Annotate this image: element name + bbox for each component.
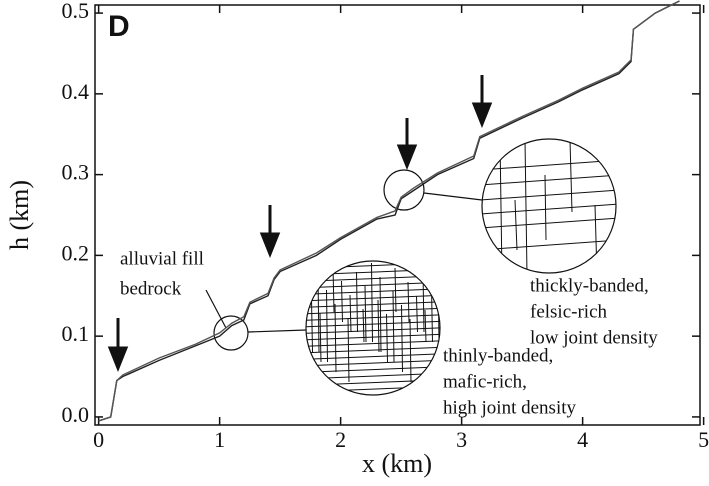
- joint: [306, 372, 440, 380]
- joint: [306, 288, 440, 295]
- y-tick-label: 0.2: [62, 240, 90, 265]
- joint: [306, 261, 307, 293]
- y-tick-label: 0.5: [62, 0, 90, 23]
- joint: [364, 285, 367, 343]
- joint: [394, 267, 397, 313]
- joint: [306, 379, 440, 386]
- y-tick-label: 0.3: [62, 160, 90, 185]
- joint: [379, 276, 382, 353]
- joint: [392, 290, 395, 363]
- annotations: alluvial fill bedrock thickly-banded, fe…: [120, 248, 658, 418]
- joint: [306, 333, 440, 341]
- joint: [386, 313, 388, 363]
- joint: [306, 327, 440, 334]
- joint: [356, 271, 358, 333]
- annotation: high joint density: [443, 397, 577, 418]
- x-axis-label: x (km): [362, 449, 432, 478]
- joint: [306, 353, 440, 360]
- joint: [306, 359, 440, 367]
- joint: [362, 308, 365, 343]
- joint: [306, 385, 440, 393]
- joint: [431, 286, 433, 343]
- annotation: thickly-banded,: [530, 275, 649, 296]
- joint: [422, 272, 425, 333]
- joint: [306, 281, 440, 289]
- joint: [306, 366, 440, 373]
- y-tick-label: 0.1: [62, 321, 90, 346]
- y-tick-label: 0.4: [62, 79, 90, 104]
- joint: [334, 303, 337, 373]
- y-tick-label: 0.0: [62, 402, 90, 427]
- joint: [306, 268, 440, 276]
- inset-outlines: [205, 138, 617, 396]
- joint: [306, 340, 440, 347]
- joint: [306, 320, 440, 328]
- joint: [347, 317, 350, 383]
- joint: [416, 295, 418, 333]
- joint: [401, 304, 403, 373]
- annotation: felsic-rich: [530, 301, 608, 322]
- joint: [319, 312, 322, 363]
- panel-label: D: [108, 10, 130, 43]
- annotation: low joint density: [530, 327, 658, 348]
- joint: [407, 281, 410, 323]
- profile-line: [98, 0, 680, 422]
- x-tick-label: 1: [214, 427, 225, 452]
- joint: [437, 263, 440, 343]
- joint: [341, 280, 343, 323]
- annotation: alluvial fill: [120, 248, 204, 269]
- joint: [326, 289, 328, 363]
- annotation: mafic-rich,: [443, 371, 527, 392]
- x-tick-label: 0: [93, 427, 104, 452]
- x-tick-label: 2: [335, 427, 346, 452]
- annotation: thinly-banded,: [443, 345, 553, 366]
- plot-frame: [94, 4, 701, 426]
- x-tick-label: 3: [456, 427, 467, 452]
- annotation: bedrock: [120, 278, 182, 299]
- joint: [306, 346, 440, 354]
- joint: [332, 266, 335, 313]
- joint: [311, 298, 313, 353]
- joint: [306, 294, 440, 302]
- joint: [349, 294, 352, 333]
- joint-pattern-dense: [306, 261, 448, 395]
- joint: [317, 275, 320, 353]
- arrows: [107, 75, 493, 373]
- profile-line: [98, 0, 680, 422]
- joint: [409, 318, 412, 383]
- joint: [447, 278, 448, 352]
- joint: [306, 275, 440, 282]
- joint: [306, 301, 440, 308]
- joint-pattern-sparse: [482, 139, 616, 273]
- y-axis-label: h (km): [5, 180, 34, 250]
- joint: [306, 307, 440, 315]
- joint: [371, 262, 373, 343]
- joint: [306, 314, 440, 321]
- joint: [424, 309, 427, 343]
- joint: [377, 299, 380, 353]
- x-tick-label: 4: [577, 427, 588, 452]
- joint: [306, 262, 440, 269]
- x-tick-label: 5: [698, 427, 709, 452]
